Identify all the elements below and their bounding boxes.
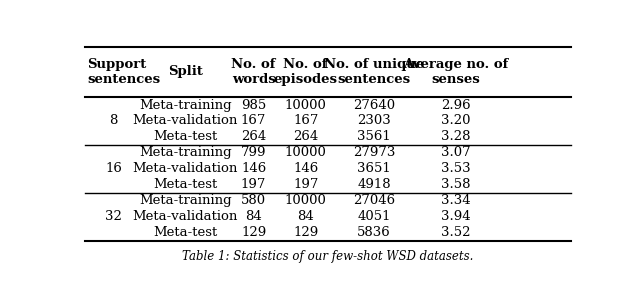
Text: 10000: 10000 bbox=[285, 194, 326, 207]
Text: 799: 799 bbox=[241, 147, 266, 160]
Text: Meta-validation: Meta-validation bbox=[132, 162, 238, 175]
Text: 5836: 5836 bbox=[357, 226, 391, 239]
Text: 27046: 27046 bbox=[353, 194, 395, 207]
Text: No. of
words: No. of words bbox=[232, 58, 276, 86]
Text: 197: 197 bbox=[241, 178, 266, 191]
Text: Table 1: Statistics of our few-shot WSD datasets.: Table 1: Statistics of our few-shot WSD … bbox=[182, 250, 474, 263]
Text: Meta-test: Meta-test bbox=[153, 226, 218, 239]
Text: 3.20: 3.20 bbox=[441, 115, 470, 128]
Text: 146: 146 bbox=[241, 162, 266, 175]
Text: 84: 84 bbox=[298, 210, 314, 223]
Text: 32: 32 bbox=[105, 210, 122, 223]
Text: 3651: 3651 bbox=[357, 162, 391, 175]
Text: 4051: 4051 bbox=[357, 210, 390, 223]
Text: 129: 129 bbox=[241, 226, 266, 239]
Text: No. of unique
sentences: No. of unique sentences bbox=[324, 58, 424, 86]
Text: 197: 197 bbox=[293, 178, 318, 191]
Text: 3.34: 3.34 bbox=[441, 194, 470, 207]
Text: 167: 167 bbox=[293, 115, 318, 128]
Text: 27973: 27973 bbox=[353, 147, 395, 160]
Text: Meta-test: Meta-test bbox=[153, 178, 218, 191]
Text: 8: 8 bbox=[109, 115, 118, 128]
Text: 167: 167 bbox=[241, 115, 266, 128]
Text: 3561: 3561 bbox=[357, 131, 391, 144]
Text: 84: 84 bbox=[245, 210, 262, 223]
Text: 2.96: 2.96 bbox=[441, 99, 470, 112]
Text: Meta-training: Meta-training bbox=[139, 147, 232, 160]
Text: Split: Split bbox=[168, 65, 203, 78]
Text: Average no. of
senses: Average no. of senses bbox=[403, 58, 508, 86]
Text: 264: 264 bbox=[241, 131, 266, 144]
Text: Support
sentences: Support sentences bbox=[88, 58, 161, 86]
Text: 129: 129 bbox=[293, 226, 318, 239]
Text: 3.07: 3.07 bbox=[441, 147, 470, 160]
Text: 3.94: 3.94 bbox=[441, 210, 470, 223]
Text: Meta-test: Meta-test bbox=[153, 131, 218, 144]
Text: 985: 985 bbox=[241, 99, 266, 112]
Text: Meta-validation: Meta-validation bbox=[132, 115, 238, 128]
Text: Meta-validation: Meta-validation bbox=[132, 210, 238, 223]
Text: No. of
episodes: No. of episodes bbox=[274, 58, 338, 86]
Text: 3.52: 3.52 bbox=[441, 226, 470, 239]
Text: 16: 16 bbox=[105, 162, 122, 175]
Text: 146: 146 bbox=[293, 162, 318, 175]
Text: 2303: 2303 bbox=[357, 115, 391, 128]
Text: 4918: 4918 bbox=[357, 178, 390, 191]
Text: 10000: 10000 bbox=[285, 99, 326, 112]
Text: 3.53: 3.53 bbox=[441, 162, 470, 175]
Text: 3.28: 3.28 bbox=[441, 131, 470, 144]
Text: 10000: 10000 bbox=[285, 147, 326, 160]
Text: Meta-training: Meta-training bbox=[139, 99, 232, 112]
Text: Meta-training: Meta-training bbox=[139, 194, 232, 207]
Text: 264: 264 bbox=[293, 131, 318, 144]
Text: 580: 580 bbox=[241, 194, 266, 207]
Text: 3.58: 3.58 bbox=[441, 178, 470, 191]
Text: 27640: 27640 bbox=[353, 99, 395, 112]
